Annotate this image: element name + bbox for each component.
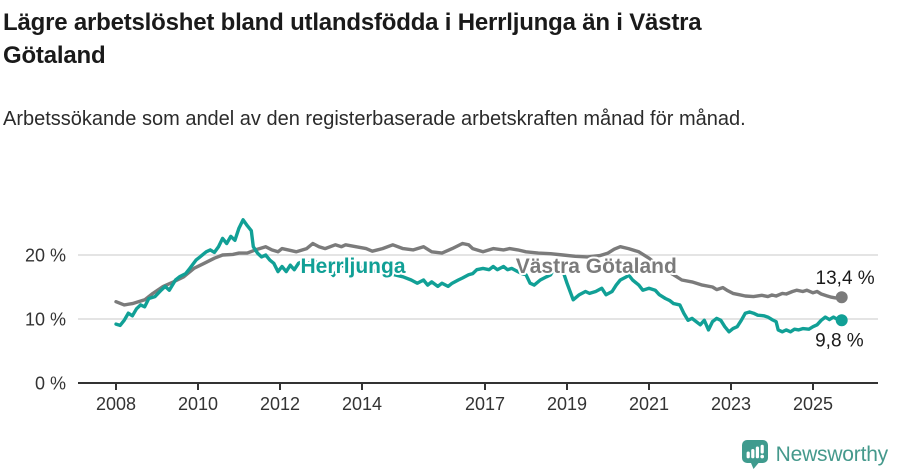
series-label-v-stra-g-taland: Västra Götaland xyxy=(516,255,677,278)
y-tick-label: 20 % xyxy=(25,246,66,266)
x-tick-label: 2025 xyxy=(793,394,833,414)
newsworthy-pin-barchart-icon xyxy=(741,440,768,469)
x-tick-label: 2017 xyxy=(465,394,505,414)
x-tick-label: 2021 xyxy=(629,394,669,414)
end-dot-v-stra-g-taland xyxy=(835,291,848,304)
series-line-herrljunga xyxy=(114,218,844,334)
series-line-v-stra-g-taland xyxy=(114,241,844,307)
end-value-label-v-stra-g-taland: 13,4 % xyxy=(816,268,875,289)
newsworthy-logo: Newsworthy xyxy=(741,440,889,469)
end-dot-herrljunga xyxy=(835,314,848,327)
chart-subtitle: Arbetssökande som andel av den registerb… xyxy=(3,108,746,130)
x-tick-label: 2023 xyxy=(711,394,751,414)
end-value-label-herrljunga: 9,8 % xyxy=(815,330,864,351)
x-tick-label: 2008 xyxy=(96,394,136,414)
series-label-herrljunga: Herrljunga xyxy=(301,255,406,278)
x-tick-label: 2014 xyxy=(342,394,382,414)
x-tick-label: 2019 xyxy=(547,394,587,414)
newsworthy-wordmark: Newsworthy xyxy=(775,442,889,466)
x-tick-label: 2012 xyxy=(260,394,300,414)
chart-title: Lägre arbetslöshet bland utlandsfödda i … xyxy=(3,9,702,69)
x-tick-label: 2010 xyxy=(178,394,218,414)
y-tick-label: 0 % xyxy=(35,374,66,394)
y-tick-label: 10 % xyxy=(25,310,66,330)
